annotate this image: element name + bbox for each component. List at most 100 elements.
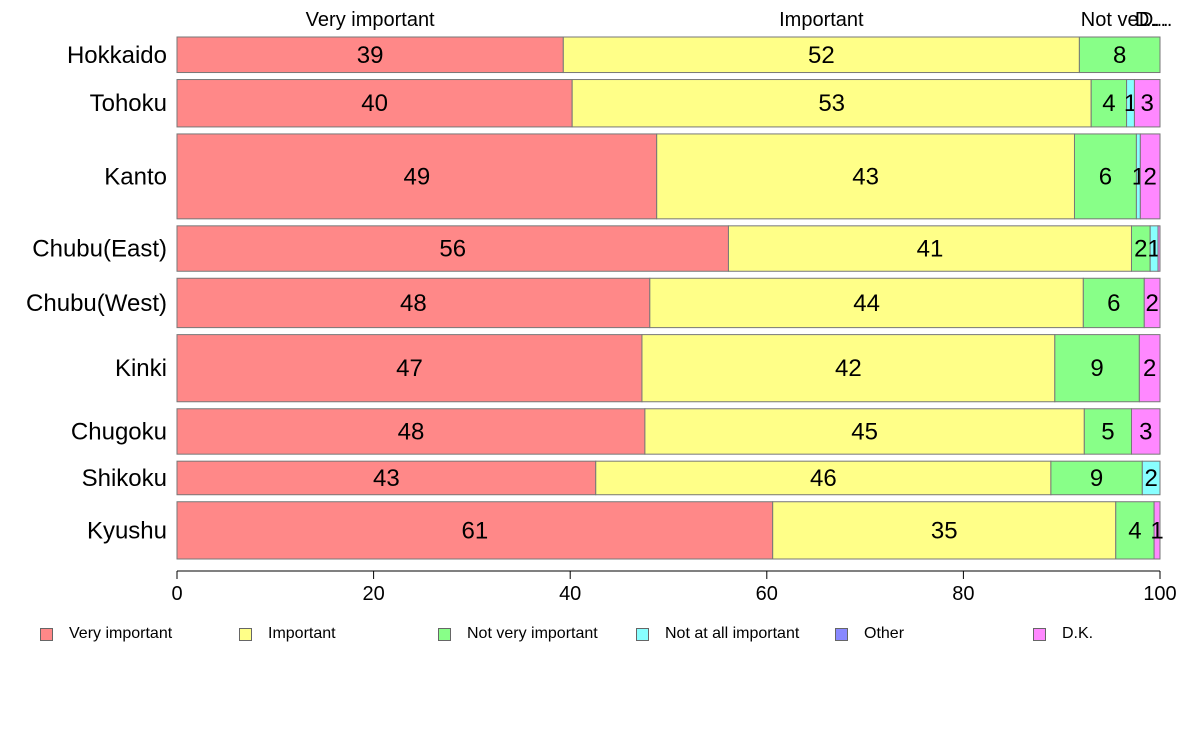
category-label: Chugoku bbox=[71, 418, 167, 445]
bar-segment bbox=[772, 501, 1117, 560]
bar-value-label: 8 bbox=[1113, 42, 1126, 69]
bar-value-label: 2 bbox=[1134, 236, 1147, 263]
legend-item: Important bbox=[239, 622, 336, 646]
bar-value-label: 49 bbox=[404, 163, 431, 190]
bar-segment bbox=[176, 36, 564, 74]
bar-segment bbox=[595, 460, 1052, 496]
bar-value-label: 53 bbox=[818, 90, 845, 117]
category-label: Chubu(East) bbox=[32, 236, 167, 263]
bar-segment bbox=[176, 277, 651, 329]
bar-value-label: 41 bbox=[917, 236, 944, 263]
bar-segment bbox=[1153, 501, 1161, 560]
chart-legend: Very important Important Not very importan… bbox=[0, 622, 1188, 646]
bar-value-label: 2 bbox=[1143, 355, 1156, 382]
bar-segment bbox=[1157, 225, 1161, 272]
bar-segment bbox=[176, 79, 573, 128]
bar-segment bbox=[1139, 133, 1161, 220]
legend-swatch bbox=[438, 627, 451, 641]
x-tick-label: 0 bbox=[171, 583, 182, 605]
bar-value-label: 56 bbox=[439, 236, 466, 263]
bar-segment bbox=[571, 79, 1092, 128]
bar-value-label: 3 bbox=[1141, 90, 1154, 117]
bar-segment bbox=[1073, 133, 1137, 220]
category-label: Kyushu bbox=[87, 517, 167, 544]
bar-segment bbox=[176, 133, 658, 220]
category-label: Hokkaido bbox=[67, 42, 167, 69]
bar-segment bbox=[644, 408, 1085, 455]
bar-segment bbox=[1050, 460, 1143, 496]
bar-value-label: 44 bbox=[853, 290, 880, 317]
legend-item: Not very important bbox=[438, 622, 598, 646]
bar-value-label: 47 bbox=[396, 355, 423, 382]
bar-segment bbox=[1143, 277, 1161, 329]
bar-segment bbox=[1141, 460, 1161, 496]
legend-item: Not at all important bbox=[636, 622, 799, 646]
bar-value-label: 40 bbox=[361, 90, 388, 117]
legend-label: Important bbox=[268, 625, 336, 642]
bar-segment bbox=[176, 334, 643, 403]
bar-segment bbox=[1133, 79, 1161, 128]
legend-swatch bbox=[1033, 627, 1046, 641]
category-label: Shikoku bbox=[82, 465, 167, 492]
top-series-label: Important bbox=[779, 9, 864, 31]
bar-segment bbox=[176, 408, 646, 455]
bar-value-label: 2 bbox=[1144, 465, 1157, 492]
x-tick-label: 60 bbox=[756, 583, 778, 605]
legend-swatch bbox=[835, 627, 848, 641]
bar-segment bbox=[1138, 334, 1161, 403]
bar-value-label: 6 bbox=[1099, 163, 1112, 190]
x-tick-label: 100 bbox=[1143, 583, 1176, 605]
legend-label: Other bbox=[864, 625, 905, 642]
bar-value-label: 3 bbox=[1139, 418, 1152, 445]
bar-value-label: 4 bbox=[1102, 90, 1115, 117]
bar-value-label: 52 bbox=[808, 42, 835, 69]
bar-value-label: 43 bbox=[852, 163, 879, 190]
bar-segment bbox=[1082, 277, 1145, 329]
bar-segment bbox=[1083, 408, 1132, 455]
top-series-label: Not ve… bbox=[1081, 9, 1159, 31]
legend-item: Other bbox=[835, 622, 904, 646]
top-series-label: D… bbox=[1139, 9, 1173, 31]
bar-segment bbox=[727, 225, 1132, 272]
legend-item: D.K. bbox=[1033, 622, 1093, 646]
bar-value-label: 61 bbox=[461, 517, 488, 544]
top-series-label: D… bbox=[1135, 9, 1169, 31]
legend-label: Not very important bbox=[467, 625, 598, 642]
category-label: Kinki bbox=[115, 355, 167, 382]
bar-value-label: 6 bbox=[1107, 290, 1120, 317]
legend-swatch bbox=[636, 627, 649, 641]
bar-value-label: 1 bbox=[1147, 236, 1160, 263]
bar-value-label: 9 bbox=[1090, 355, 1103, 382]
bar-value-label: 48 bbox=[398, 418, 425, 445]
bar-value-label: 48 bbox=[400, 290, 427, 317]
bar-value-label: 39 bbox=[357, 42, 384, 69]
bar-segment bbox=[562, 36, 1080, 74]
legend-swatch bbox=[40, 627, 53, 641]
bar-value-label: 4 bbox=[1128, 517, 1141, 544]
category-label: Chubu(West) bbox=[26, 290, 167, 317]
legend-swatch bbox=[239, 627, 252, 641]
bar-value-label: 2 bbox=[1143, 163, 1156, 190]
x-tick-label: 20 bbox=[362, 583, 384, 605]
bar-value-label: 42 bbox=[835, 355, 862, 382]
category-label: Tohoku bbox=[90, 90, 167, 117]
bar-segment bbox=[1090, 79, 1128, 128]
bar-value-label: 46 bbox=[810, 465, 837, 492]
x-tick-label: 80 bbox=[952, 583, 974, 605]
bar-segment bbox=[1054, 334, 1140, 403]
bar-value-label: 1 bbox=[1124, 90, 1137, 117]
top-series-label: Very important bbox=[306, 9, 435, 31]
bar-value-label: 5 bbox=[1101, 418, 1114, 445]
bar-value-label: 1 bbox=[1150, 517, 1163, 544]
legend-label: Very important bbox=[69, 625, 173, 642]
legend-label: D.K. bbox=[1062, 625, 1094, 642]
x-tick-label: 40 bbox=[559, 583, 581, 605]
bar-value-label: 45 bbox=[851, 418, 878, 445]
bar-value-label: 43 bbox=[373, 465, 400, 492]
legend-item: Very important bbox=[40, 622, 172, 646]
bar-segment bbox=[656, 133, 1075, 220]
bar-segment bbox=[641, 334, 1056, 403]
bar-value-label: 35 bbox=[931, 517, 958, 544]
category-label: Kanto bbox=[104, 163, 167, 190]
